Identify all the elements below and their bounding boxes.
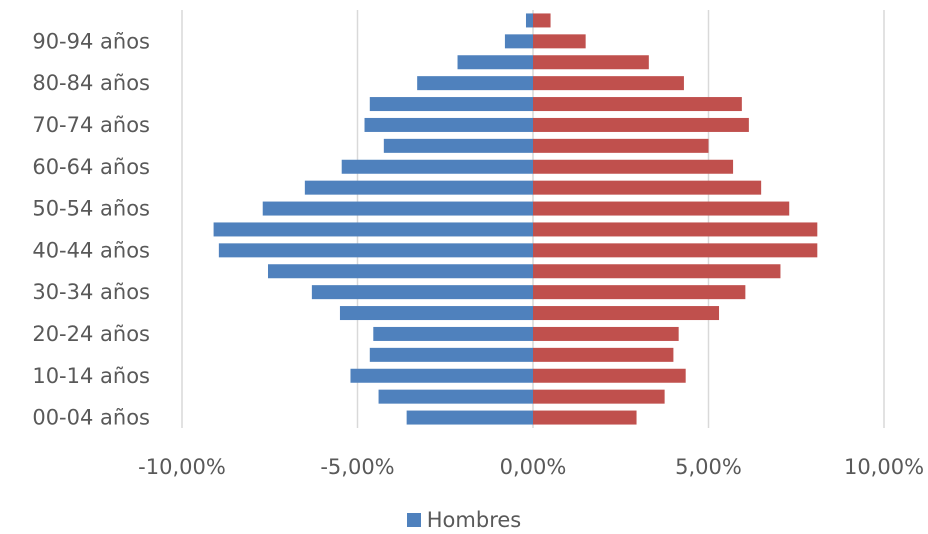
legend-label-hombres: Hombres [426,508,522,532]
bar-series1-18 [533,34,586,49]
bar-series0-9 [213,222,533,237]
y-tick-label: 90-94 años [32,29,150,53]
x-tick-label: 0,00% [500,455,567,479]
bar-series1-4 [533,326,679,341]
x-tick-label: 5,00% [675,455,742,479]
bar-series1-13 [533,138,709,153]
bar-series0-12 [341,159,533,174]
y-tick-label: 80-84 años [32,71,150,95]
y-tick-label: 20-24 años [32,322,150,346]
bar-series0-0 [406,410,533,425]
bar-series1-0 [533,410,637,425]
bar-series1-14 [533,117,749,132]
x-tick-label: -10,00% [138,455,226,479]
legend-swatch-hombres [406,513,421,527]
y-tick-label: 70-74 años [32,113,150,137]
y-tick-label: 40-44 años [32,238,150,262]
bar-series1-11 [533,180,762,195]
bar-series0-7 [267,264,533,279]
bar-series1-3 [533,347,674,362]
bar-series0-14 [364,117,533,132]
bar-series1-15 [533,97,742,112]
bar-series0-16 [417,76,533,91]
bar-series1-1 [533,389,665,404]
bar-series1-10 [533,201,790,216]
x-tick-label: 10,00% [844,455,924,479]
y-tick-label: 10-14 años [32,364,150,388]
bar-series0-4 [373,326,533,341]
bar-series0-11 [304,180,533,195]
bar-series0-15 [369,97,533,112]
bar-series0-3 [369,347,533,362]
y-tick-label: 50-54 años [32,197,150,221]
bar-series0-10 [262,201,533,216]
bar-series1-8 [533,243,818,258]
x-axis-labels: -10,00% -5,00% 0,00% 5,00% 10,00% [138,455,924,479]
bar-series0-2 [350,368,533,383]
bar-series0-8 [218,243,534,258]
bar-series1-2 [533,368,686,383]
bar-series1-5 [533,306,720,321]
bar-series0-1 [378,389,533,404]
legend: Hombres [0,508,928,532]
bar-series0-18 [504,34,533,49]
y-axis-labels: 00-04 años 10-14 años 20-24 años 30-34 años… [32,29,150,429]
bar-series0-13 [383,138,533,153]
y-tick-label: 00-04 años [32,406,150,430]
bar-series1-7 [533,264,781,279]
bar-series0-6 [311,285,533,300]
bar-series1-16 [533,76,684,91]
y-tick-label: 60-64 años [32,155,150,179]
bar-series1-9 [533,222,818,237]
bar-series1-19 [533,13,551,28]
y-tick-label: 30-34 años [32,280,150,304]
bar-series1-17 [533,55,649,70]
bars [213,13,818,425]
bar-series0-5 [339,306,533,321]
bar-series0-17 [457,55,533,70]
bar-series1-12 [533,159,734,174]
gridlines [181,10,885,428]
x-tick-label: -5,00% [320,455,394,479]
population-pyramid-chart: 00-04 años 10-14 años 20-24 años 30-34 años… [32,10,924,479]
bar-series1-6 [533,285,746,300]
bar-series0-19 [525,13,533,28]
